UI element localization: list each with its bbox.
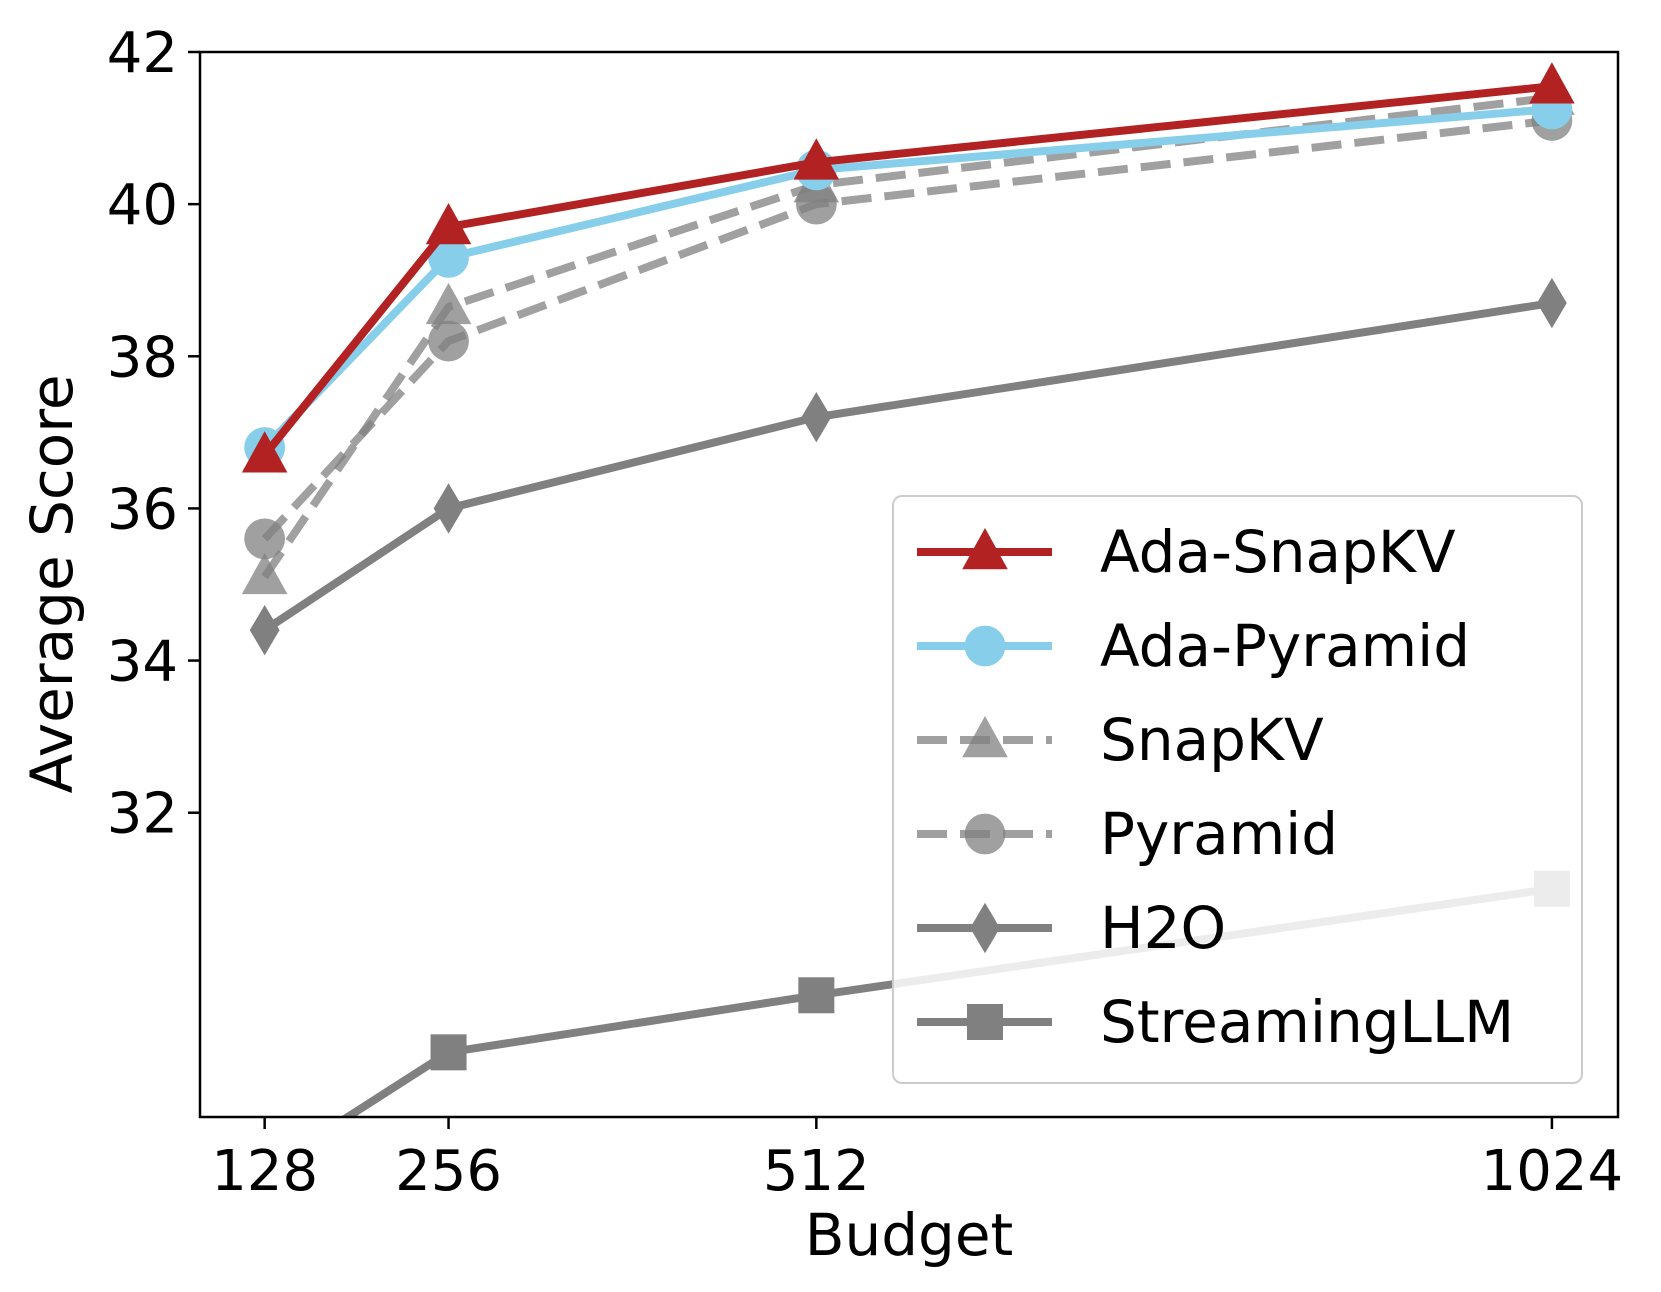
legend-swatch-marker [967,1004,1003,1040]
legend-label: SnapKV [1100,706,1324,774]
series-line-h2o [262,299,1553,634]
legend-label: Ada-SnapKV [1100,518,1456,586]
data-point-h2o-256 [433,483,464,534]
legend-item-ada-snapkv: Ada-SnapKV [917,518,1456,586]
data-point-ada-pyramid-256 [428,236,469,278]
data-point-ada-snapkv-1024 [1529,62,1575,104]
series-layer [241,62,1575,1117]
y-axis-title: Average Score [18,374,86,793]
y-tick-label: 42 [107,21,178,86]
legend-label: StreamingLLM [1100,988,1514,1056]
y-tick-label: 36 [107,477,178,542]
legend-item-snapkv: SnapKV [917,706,1324,774]
data-point-pyramid-256 [428,320,469,362]
legend-box [892,495,1583,1084]
series-h2o [249,277,1567,656]
y-tick-label: 38 [107,325,178,390]
data-point-ada-snapkv-128 [241,431,288,473]
data-point-ada-snapkv-512 [793,138,840,180]
data-point-streamingllm-256 [430,1034,467,1071]
data-point-h2o-128 [249,604,280,656]
series-line-ada-snapkv [261,82,1553,458]
x-tick-label: 128 [211,1139,318,1204]
x-tick-label: 1024 [1481,1139,1624,1204]
x-tick-label: 512 [763,1139,870,1204]
legend-swatch-marker [962,528,1008,570]
data-point-h2o-512 [801,391,832,443]
legend-swatch-marker [970,902,1000,954]
legend-swatch-marker [964,813,1006,855]
series-line-ada-pyramid [261,105,1553,451]
data-point-h2o-1024 [1537,277,1567,329]
legend-label: Pyramid [1100,800,1338,868]
y-tick-label: 34 [107,630,178,695]
series-ada-pyramid [244,88,1573,468]
legend-item-ada-pyramid: Ada-Pyramid [917,612,1470,680]
legend-swatch-marker [964,625,1006,667]
legend: Ada-SnapKV Ada-Pyramid SnapKV Pyramid H2O Str… [892,495,1583,1084]
legend-swatch-marker [962,716,1008,758]
legend-item-pyramid: Pyramid [917,800,1338,868]
series-line-pyramid [261,116,1553,542]
data-point-streamingllm-512 [798,977,835,1014]
legend-label: Ada-Pyramid [1100,612,1470,680]
x-axis-ticks: 128 256 512 1024 [211,1117,1623,1204]
y-axis-ticks: 32 34 36 38 40 42 [107,21,200,847]
y-tick-label: 32 [107,782,178,847]
data-point-snapkv-256 [425,282,472,325]
legend-label: H2O [1100,894,1226,962]
data-point-snapkv-128 [241,552,288,595]
legend-item-streamingllm: StreamingLLM [917,988,1514,1056]
x-axis-title: Budget [805,1201,1014,1269]
x-tick-label: 256 [395,1139,502,1204]
data-point-pyramid-128 [244,518,286,560]
data-point-ada-snapkv-256 [425,202,472,245]
legend-item-h2o: H2O [917,894,1226,962]
plot-frame [198,50,1620,1119]
series-ada-snapkv [241,62,1575,473]
y-tick-label: 40 [107,173,178,238]
